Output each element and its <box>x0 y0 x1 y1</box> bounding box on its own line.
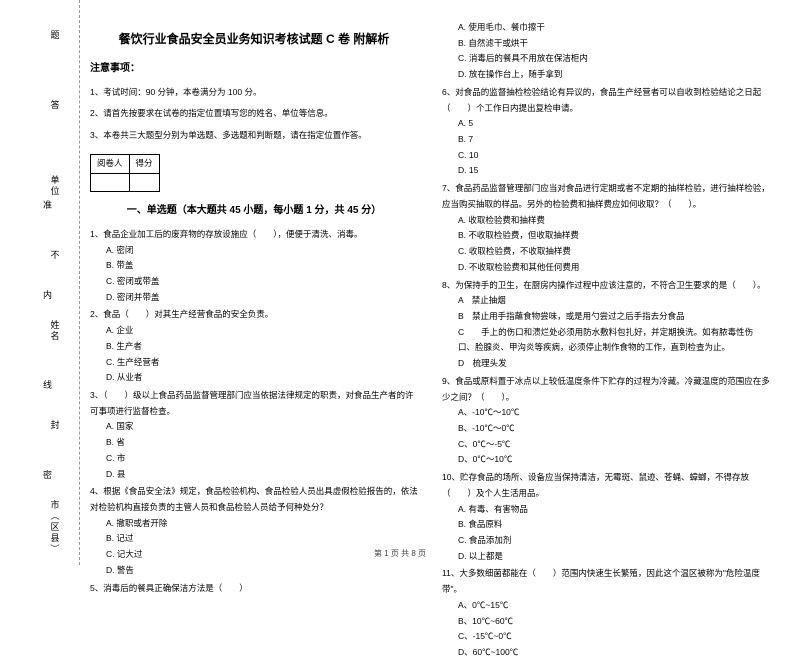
question: 5、消毒后的餐具正确保洁方法是（ ） <box>90 581 418 597</box>
right-column: A. 使用毛巾、餐巾擦干B. 自然滤干或烘干C. 消毒后的餐具不用放在保洁柜内D… <box>442 20 770 545</box>
option: A、-10℃～10℃ <box>442 405 770 421</box>
option: B. 记过 <box>90 531 418 547</box>
notice-item: 2、请首先按要求在试卷的指定位置填写您的姓名、单位等信息。 <box>90 106 418 122</box>
option: D. 15 <box>442 163 770 179</box>
option: B 禁止用手指蘸食物尝味，或是用勺尝过之后手指去分食品 <box>442 309 770 325</box>
bind-small-3: 准 <box>30 200 54 209</box>
bind-label-3: 不 <box>49 250 62 261</box>
section-1-heading: 一、单选题（本大题共 45 小题，每小题 1 分，共 45 分） <box>90 202 418 221</box>
option: C. 生产经营者 <box>90 355 418 371</box>
bind-small-1: 线 <box>30 380 54 389</box>
option: B. 生产者 <box>90 339 418 355</box>
question: 4、根据《食品安全法》规定，食品检验机构、食品检验人员出具虚假检验报告的，依法对… <box>90 484 418 515</box>
option: D. 放在操作台上，随手拿到 <box>442 67 770 83</box>
option: B. 不收取检验费，但收取抽样费 <box>442 228 770 244</box>
option: A. 密闭 <box>90 243 418 259</box>
option: B. 7 <box>442 132 770 148</box>
option: B、10℃~60℃ <box>442 614 770 630</box>
bind-label-0: 市（区县） <box>49 500 62 555</box>
option: C. 消毒后的餐具不用放在保洁柜内 <box>442 51 770 67</box>
question: 7、食品药品监督管理部门应当对食品进行定期或者不定期的抽样检验，进行抽样检验，应… <box>442 181 770 212</box>
notice-item: 3、本卷共三大题型分别为单选题、多选题和判断题，请在指定位置作答。 <box>90 128 418 144</box>
option: C. 收取检验费，不收取抽样费 <box>442 244 770 260</box>
option: D. 密闭并带盖 <box>90 290 418 306</box>
bind-label-6: 题 <box>49 30 62 41</box>
option: B、-10℃～0℃ <box>442 421 770 437</box>
option: A. 有毒、有害物品 <box>442 502 770 518</box>
option: D. 警告 <box>90 563 418 579</box>
option: A. 撤职或者开除 <box>90 516 418 532</box>
bind-label-2: 姓名 <box>49 320 62 342</box>
option: B. 省 <box>90 435 418 451</box>
question: 2、食品（ ）对其生产经营食品的安全负责。 <box>90 307 418 323</box>
score-col-score: 得分 <box>129 154 159 173</box>
option: A. 企业 <box>90 323 418 339</box>
question: 11、大多数细菌都能在（ ）范围内快速生长繁殖，因此这个温区被称为"危险温度带"… <box>442 566 770 597</box>
option: C. 10 <box>442 148 770 164</box>
question: 1、食品企业加工后的废弃物的存放设施应（ ），便便于清洗、消毒。 <box>90 227 418 243</box>
option: C. 市 <box>90 451 418 467</box>
score-col-examiner: 阅卷人 <box>91 154 130 173</box>
option: A. 收取检验费和抽样费 <box>442 213 770 229</box>
option: C 手上的伤口和溃烂处必须用防水敷料包扎好，并定期换洗。如有脓毒性伤口、脸腺炎、… <box>442 325 770 356</box>
score-box: 阅卷人 得分 <box>90 154 160 192</box>
option: B. 带盖 <box>90 258 418 274</box>
option: D. 从业者 <box>90 370 418 386</box>
notice-item: 1、考试时间：90 分钟，本卷满分为 100 分。 <box>90 85 418 101</box>
option: D. 县 <box>90 467 418 483</box>
option: C. 食品添加剂 <box>442 533 770 549</box>
bind-small-2: 内 <box>30 290 54 299</box>
option: C、0℃～-5℃ <box>442 437 770 453</box>
option: D 梳理头发 <box>442 356 770 372</box>
exam-title: 餐饮行业食品安全员业务知识考核试题 C 卷 附解析 <box>90 28 418 50</box>
option: D、60℃~100℃ <box>442 645 770 661</box>
bind-small-0: 密 <box>30 470 54 479</box>
option: A、0℃~15℃ <box>442 598 770 614</box>
option: A 禁止抽烟 <box>442 293 770 309</box>
question: 9、食品或原料置于冰点以上较低温度条件下贮存的过程为冷藏。冷藏温度的范围应在多少… <box>442 374 770 405</box>
option: A. 5 <box>442 116 770 132</box>
option: D、0℃～10℃ <box>442 452 770 468</box>
option: B. 食品原料 <box>442 517 770 533</box>
option: D. 不收取检验费和其他任何费用 <box>442 260 770 276</box>
option: A. 国家 <box>90 419 418 435</box>
bind-label-1: 封 <box>49 420 62 431</box>
notice-heading: 注意事项： <box>90 60 418 79</box>
option: C. 密闭或带盖 <box>90 274 418 290</box>
question: 3、（ ）级以上食品药品监督管理部门应当依据法律规定的职责，对食品生产者的许可事… <box>90 388 418 419</box>
option: C、-15℃~0℃ <box>442 629 770 645</box>
question: 6、对食品的监督抽检检验结论有异议的，食品生产经营者可以自收到检验结论之日起（ … <box>442 85 770 116</box>
left-column: 餐饮行业食品安全员业务知识考核试题 C 卷 附解析 注意事项： 1、考试时间：9… <box>90 20 418 545</box>
bind-label-5: 答 <box>49 100 62 111</box>
question: 10、贮存食品的场所、设备应当保持清洁，无霉斑、鼠迹、苍蝇、蟑螂，不得存放（ ）… <box>442 470 770 501</box>
option: A. 使用毛巾、餐巾擦干 <box>442 20 770 36</box>
bind-label-4: 单位 <box>49 175 62 197</box>
page-footer: 第 1 页 共 8 页 <box>0 548 800 559</box>
option: B. 自然滤干或烘干 <box>442 36 770 52</box>
question: 8、为保持手的卫生，在厨房内操作过程中应该注意的，不符合卫生要求的是（ ）。 <box>442 278 770 294</box>
